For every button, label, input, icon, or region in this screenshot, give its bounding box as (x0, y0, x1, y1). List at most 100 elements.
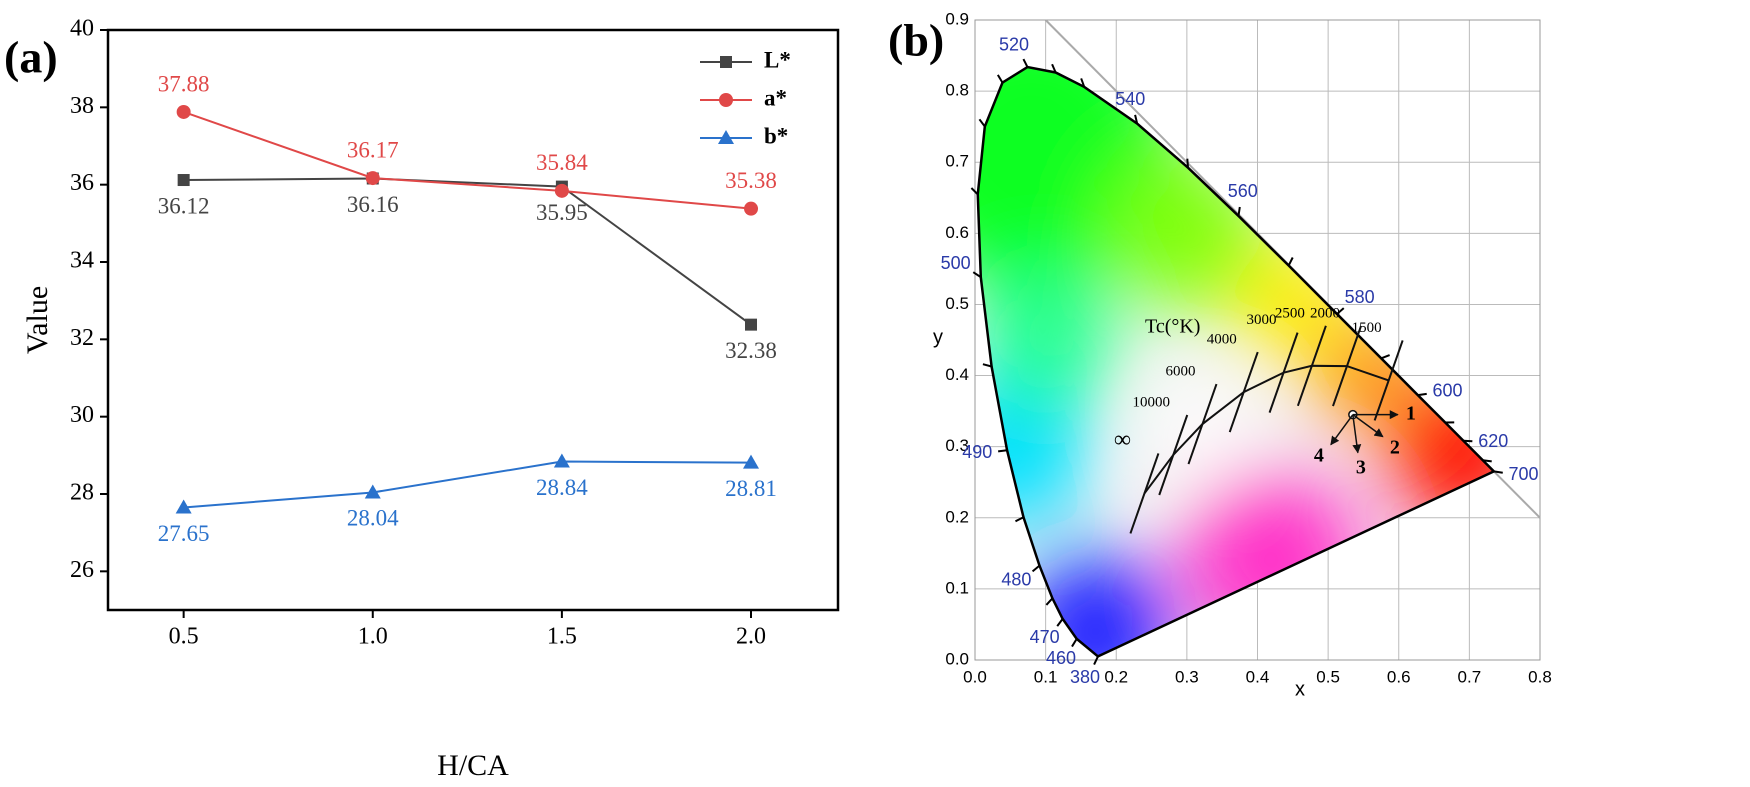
y-tick-label: 0.6 (945, 223, 969, 242)
y-tick-label: 0.4 (945, 365, 969, 384)
value-label: 27.65 (158, 521, 210, 546)
x-axis-label: x (1295, 678, 1305, 700)
x-tick-label: 1.5 (547, 624, 577, 650)
locus-tick (1031, 564, 1041, 573)
locus-tick (1482, 459, 1492, 463)
planckian-title: Tc(°K) (1145, 316, 1200, 338)
panel-label: (a) (4, 32, 58, 83)
sample-label: 3 (1356, 456, 1366, 478)
value-label: 37.88 (158, 71, 210, 96)
locus-tick (996, 74, 1004, 84)
locus-tick (1186, 158, 1190, 168)
locus-tick (1015, 516, 1024, 523)
panel-label: (b) (888, 15, 944, 66)
locus-tick (970, 187, 979, 196)
sample-label: 1 (1406, 402, 1416, 424)
marker (718, 130, 734, 144)
y-tick-label: 0.5 (945, 294, 969, 313)
value-label: 36.17 (347, 137, 399, 162)
y-tick-label: 32 (70, 325, 94, 351)
y-tick-label: 34 (70, 248, 94, 274)
wavelength-label: 580 (1345, 287, 1375, 307)
marker (744, 201, 759, 216)
marker (719, 93, 733, 107)
planckian-locus (1143, 364, 1389, 495)
isotemperature-line (1373, 340, 1404, 421)
locus-tick (1093, 656, 1099, 665)
wavelength-label: 460 (1046, 648, 1076, 668)
legend-label: b* (764, 123, 788, 148)
plot-frame (106, 28, 840, 612)
cct-label: 2500 (1275, 305, 1305, 321)
marker (176, 104, 191, 119)
sample-label: 2 (1390, 436, 1400, 458)
locus-tick (1045, 597, 1054, 606)
sample-label: 4 (1314, 444, 1324, 466)
sample-arrow (1352, 414, 1362, 454)
x-tick-label: 0.5 (1316, 667, 1340, 686)
locus-tick (998, 449, 1008, 453)
locus-tick (1237, 206, 1241, 217)
sample-arrow (1330, 414, 1354, 446)
locus-tick (1051, 63, 1057, 73)
y-tick-label: 40 (70, 16, 94, 42)
x-tick-label: 0.0 (963, 667, 987, 686)
value-label: 35.38 (725, 168, 777, 193)
isotemperature-line (1187, 383, 1218, 465)
value-label: 35.84 (536, 150, 588, 175)
marker (365, 171, 380, 186)
x-tick-label: 0.5 (169, 624, 199, 650)
legend-label: a* (764, 85, 787, 110)
cct-label: 1500 (1352, 320, 1382, 336)
x-tick-label: 2.0 (736, 624, 766, 650)
value-label: 35.95 (536, 200, 588, 225)
marker (745, 318, 758, 331)
isotemperature-line (1158, 414, 1189, 496)
y-tick-label: 38 (70, 93, 94, 119)
isotemperature-line (1129, 453, 1160, 534)
locus-tick (978, 118, 986, 128)
wavelength-label: 380 (1070, 667, 1100, 687)
y-tick-label: 0.1 (945, 578, 969, 597)
y-tick-label: 30 (70, 402, 94, 428)
locus-tick (982, 363, 992, 368)
wavelength-label: 540 (1115, 89, 1145, 109)
cct-label: 6000 (1165, 363, 1195, 379)
locus-tick (1336, 307, 1345, 315)
wavelength-label: 560 (1228, 181, 1258, 201)
wavelength-label: 470 (1030, 627, 1060, 647)
color-blob (1387, 378, 1494, 529)
series-line (183, 177, 752, 326)
y-tick-label: 36 (70, 170, 94, 196)
color-blob (977, 270, 1116, 410)
color-blob (1015, 551, 1176, 657)
locus-tick (1493, 470, 1503, 474)
y-tick-label: 0.8 (945, 81, 969, 100)
locus-tick (1056, 618, 1064, 627)
plot-frame (974, 19, 1541, 661)
x-tick-label: 0.4 (1246, 667, 1270, 686)
x-tick-label: 1.0 (358, 624, 388, 650)
cct-label: 10000 (1132, 394, 1170, 410)
locus-tick (1080, 78, 1086, 88)
locus-tick (1071, 638, 1078, 648)
y-tick-label: 0.9 (945, 9, 969, 28)
x-tick-label: 0.7 (1458, 667, 1482, 686)
legend-label: L* (764, 47, 791, 72)
value-label: 36.12 (158, 193, 210, 218)
marker (175, 499, 192, 514)
locus-tick (1417, 392, 1427, 397)
wavelength-label: 490 (962, 442, 992, 462)
y-axis-label: Value (21, 286, 54, 354)
wavelength-label: 500 (941, 253, 971, 273)
y-tick-label: 0.7 (945, 152, 969, 171)
color-blob (1156, 387, 1246, 478)
value-label: 36.16 (347, 192, 399, 217)
y-tick-label: 0.0 (945, 649, 969, 668)
value-label: 28.04 (347, 506, 399, 531)
x-axis-label: H/CA (437, 749, 509, 782)
locus-tick (1380, 354, 1390, 360)
locus-tick (1463, 439, 1473, 443)
locus-tick (972, 271, 982, 278)
